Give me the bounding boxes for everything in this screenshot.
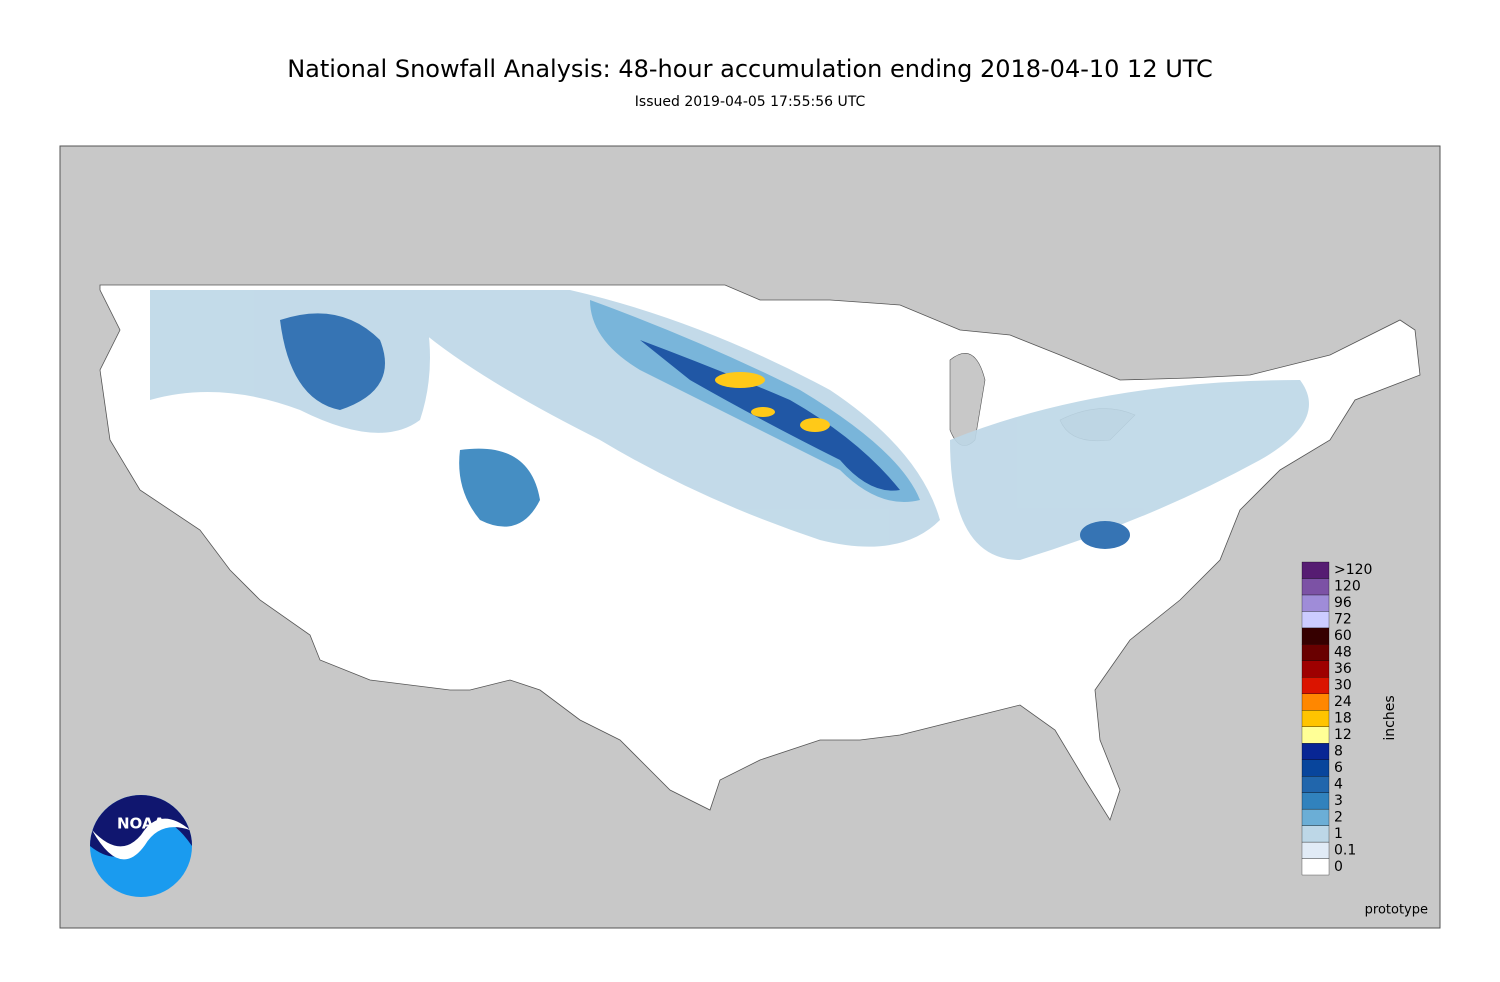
legend-swatch: [1301, 726, 1330, 744]
legend-label: 12: [1334, 727, 1352, 743]
legend-swatch: [1301, 561, 1330, 579]
legend-swatch: [1301, 808, 1330, 826]
legend-label: 72: [1334, 612, 1352, 628]
legend-label: 0: [1334, 859, 1343, 875]
legend-label: 0.1: [1334, 842, 1356, 858]
subtitle: Issued 2019-04-05 17:55:56 UTC: [635, 94, 866, 110]
legend-label: 2: [1334, 809, 1343, 825]
logo-text: NOAA: [117, 815, 166, 833]
legend-label: 60: [1334, 628, 1352, 644]
legend-swatch: [1301, 858, 1330, 876]
legend-label: 24: [1334, 694, 1352, 710]
legend-swatch: [1301, 825, 1330, 843]
legend-unit: inches: [1382, 695, 1398, 740]
legend-swatch: [1301, 627, 1330, 645]
legend-label: 36: [1334, 661, 1352, 677]
legend-swatch: [1301, 693, 1330, 711]
legend-swatch: [1301, 644, 1330, 661]
legend-swatch: [1301, 594, 1330, 612]
legend-swatch: [1301, 743, 1330, 760]
legend-swatch: [1301, 841, 1330, 859]
legend-swatch: [1301, 792, 1330, 810]
legend-label: 3: [1334, 793, 1343, 809]
legend-label: 48: [1334, 645, 1352, 661]
legend-swatch: [1301, 776, 1330, 793]
title: National Snowfall Analysis: 48-hour accu…: [287, 55, 1213, 83]
legend-swatch: [1301, 578, 1330, 596]
legend-label: 18: [1334, 711, 1352, 727]
legend-swatch: [1301, 611, 1330, 629]
legend-label: 96: [1334, 595, 1352, 611]
legend-label: 30: [1334, 678, 1352, 694]
legend-label: 6: [1334, 760, 1343, 776]
legend-label: 120: [1334, 579, 1361, 595]
legend-label: 4: [1334, 776, 1343, 792]
legend-label: 1: [1334, 826, 1343, 842]
legend-swatch: [1301, 759, 1330, 777]
legend-label: 8: [1334, 743, 1343, 759]
noaa-logo: NOAA: [90, 795, 192, 897]
legend-label: >120: [1334, 562, 1372, 578]
legend-swatch: [1301, 710, 1330, 727]
legend-swatch: [1301, 660, 1330, 678]
footer-note: prototype: [1365, 903, 1428, 918]
legend-swatch: [1301, 677, 1330, 694]
